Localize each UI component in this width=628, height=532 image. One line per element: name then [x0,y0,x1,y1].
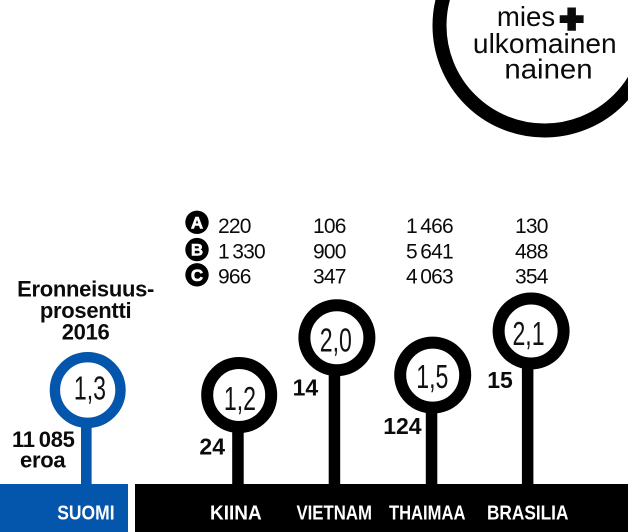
svg-text:5 641: 5 641 [406,240,453,263]
svg-text:106: 106 [313,215,346,238]
svg-text:B: B [191,241,203,260]
svg-text:2,0: 2,0 [320,323,352,360]
svg-text:2,1: 2,1 [512,316,544,353]
svg-text:1,5: 1,5 [416,359,448,396]
svg-text:2016: 2016 [62,320,110,345]
svg-text:1,3: 1,3 [74,371,106,408]
svg-text:nainen: nainen [504,54,592,85]
svg-text:ulkomainen: ulkomainen [473,28,617,59]
svg-text:KIINA: KIINA [210,503,262,525]
svg-text:1 330: 1 330 [218,240,265,263]
svg-text:966: 966 [218,265,251,288]
svg-text:C: C [191,266,203,285]
svg-text:SUOMI: SUOMI [57,503,114,525]
svg-text:130: 130 [515,215,548,238]
svg-text:1 466: 1 466 [406,215,453,238]
svg-text:THAIMAA: THAIMAA [389,503,466,525]
svg-text:124: 124 [383,413,422,439]
svg-text:354: 354 [515,265,549,288]
svg-text:Eronneisuus-: Eronneisuus- [17,277,154,302]
svg-text:11 085: 11 085 [12,427,75,452]
svg-text:14: 14 [293,374,319,400]
svg-text:4 063: 4 063 [406,265,453,288]
svg-text:24: 24 [199,433,225,459]
svg-text:prosentti: prosentti [40,298,131,323]
svg-text:220: 220 [218,215,251,238]
svg-text:VIETNAM: VIETNAM [296,503,372,525]
svg-text:347: 347 [313,265,346,288]
svg-text:900: 900 [313,240,346,263]
svg-text:A: A [191,213,203,232]
svg-text:mies: mies [497,1,555,32]
svg-text:1,2: 1,2 [224,381,256,418]
svg-text:15: 15 [487,367,513,393]
svg-text:BRASILIA: BRASILIA [487,503,569,525]
svg-text:488: 488 [515,240,548,263]
svg-text:eroa: eroa [20,448,66,473]
